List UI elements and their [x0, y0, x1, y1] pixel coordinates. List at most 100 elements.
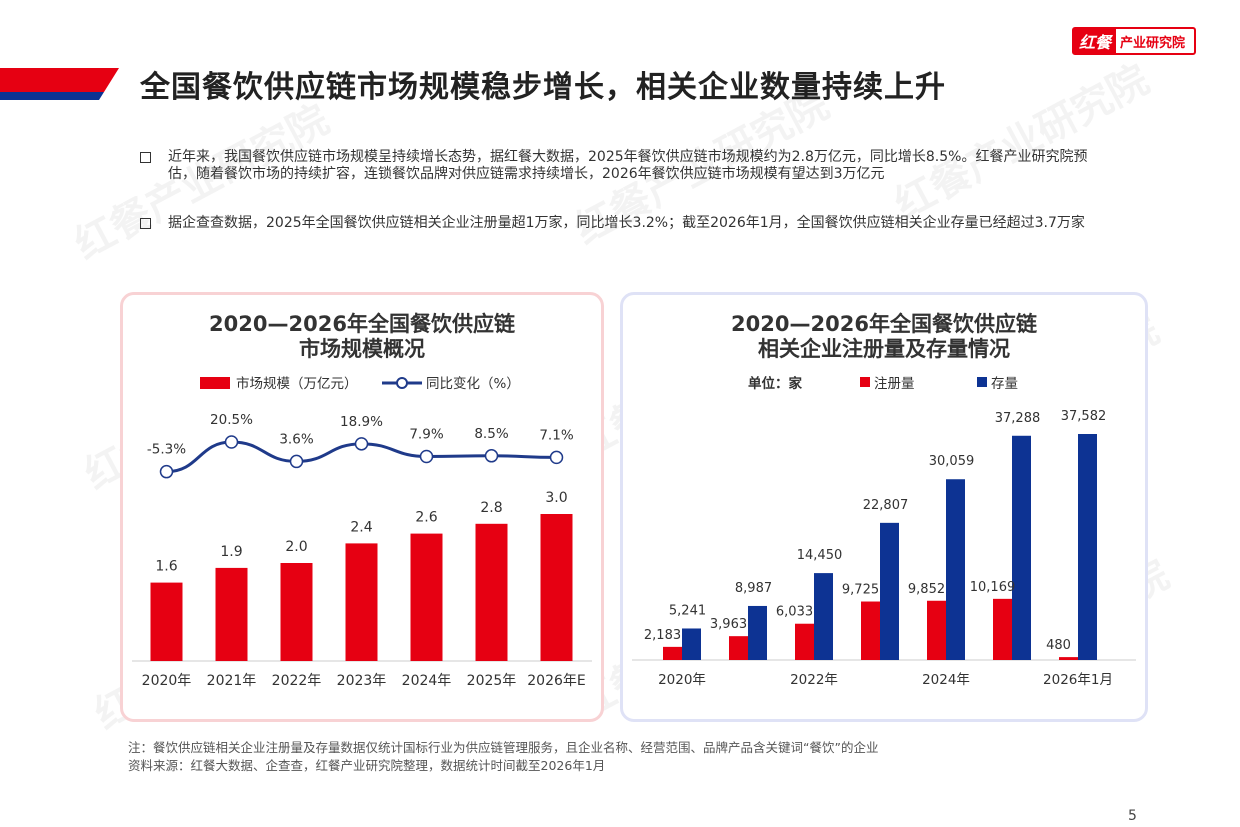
yoy-value-label: 8.5%: [474, 426, 508, 442]
bar-value-label: 2.8: [480, 500, 502, 516]
market-size-bar: [215, 567, 248, 661]
legend-bar-label: 市场规模（万亿元）: [236, 375, 358, 392]
x-tick-label: 2021年: [207, 673, 257, 689]
market-size-bar: [410, 533, 443, 661]
stock-bar: [1078, 434, 1097, 660]
bullet-text: 据企查查数据，2025年全国餐饮供应链相关企业注册量超1万家，同比增长3.2%；…: [168, 215, 1085, 231]
registration-bar: [663, 646, 682, 660]
bullet-2: 据企查查数据，2025年全国餐饮供应链相关企业注册量超1万家，同比增长3.2%；…: [140, 215, 1100, 232]
yoy-marker: [159, 464, 174, 479]
stock-bar: [1012, 435, 1031, 660]
bar-value-label: 2.6: [415, 510, 437, 526]
yoy-marker: [289, 454, 304, 469]
stock-value-label: 37,582: [1061, 409, 1107, 424]
registration-value-label: 10,169: [970, 580, 1016, 595]
yoy-value-label: 18.9%: [340, 414, 383, 430]
x-tick-label: 2020年: [658, 672, 706, 688]
chart-title-line2: 市场规模概况: [299, 337, 425, 361]
x-tick-label: 2025年: [467, 673, 517, 689]
yoy-marker: [419, 449, 434, 464]
stock-bar: [814, 573, 833, 660]
chart-title-line1: 2020—2026年全国餐饮供应链: [731, 312, 1037, 336]
stock-bar: [748, 605, 767, 660]
bullet-text: 近年来，我国餐饮供应链市场规模呈持续增长态势，据红餐大数据，2025年餐饮供应链…: [168, 149, 1088, 182]
registration-value-label: 480: [1046, 638, 1071, 653]
chart-title-line1: 2020—2026年全国餐饮供应链: [209, 312, 515, 336]
legend-stock-swatch: [977, 377, 987, 387]
header-banner-blue: [0, 92, 104, 100]
yoy-marker: [484, 449, 499, 463]
bullet-square-icon: [140, 152, 151, 163]
bar-value-label: 1.6: [155, 559, 177, 575]
registration-bar: [795, 623, 814, 660]
unit-label: 单位：家: [748, 375, 802, 392]
footnote: 注：餐饮供应链相关企业注册量及存量数据仅统计国标行业为供应链管理服务，且企业名称…: [128, 740, 879, 755]
registration-value-label: 9,852: [908, 582, 945, 597]
stock-bar: [682, 628, 701, 660]
logo-text: 产业研究院: [1120, 35, 1186, 51]
yoy-value-label: -5.3%: [147, 442, 186, 458]
x-tick-label: 2026年E: [527, 673, 585, 689]
market-size-chart: 市场规模（万亿元） 同比变化（%） 1.6 2020年 1.9 2021年 2.0 202…: [132, 375, 592, 689]
stock-value-label: 14,450: [797, 548, 843, 563]
yoy-value-label: 20.5%: [210, 412, 253, 428]
market-size-bar: [475, 523, 508, 661]
market-size-bar: [150, 582, 183, 661]
logo-mark: 红餐: [1074, 29, 1117, 53]
market-size-bar: [345, 543, 378, 661]
registration-value-label: 9,725: [842, 583, 879, 598]
legend-line-marker: [396, 377, 408, 389]
x-tick-label: 2022年: [790, 672, 838, 688]
stock-bar: [946, 479, 965, 660]
yoy-value-label: 7.1%: [539, 427, 573, 443]
yoy-value-label: 7.9%: [409, 426, 443, 442]
yoy-value-label: 3.6%: [279, 431, 313, 447]
registration-value-label: 6,033: [776, 605, 813, 620]
market-size-bar: [540, 514, 573, 661]
registration-bar: [1059, 657, 1078, 660]
stock-bar: [880, 522, 899, 660]
registration-bar: [861, 601, 880, 660]
bar-value-label: 2.4: [350, 519, 372, 535]
page-number: 5: [1128, 808, 1137, 824]
bar-value-label: 1.9: [220, 544, 242, 560]
brand-logo: 红餐 产业研究院: [1072, 27, 1196, 55]
stock-value-label: 8,987: [735, 581, 772, 596]
market-size-bar: [280, 563, 313, 661]
registration-value-label: 3,963: [710, 617, 747, 632]
bullet-1: 近年来，我国餐饮供应链市场规模呈持续增长态势，据红餐大数据，2025年餐饮供应链…: [140, 149, 1100, 183]
stock-value-label: 22,807: [863, 498, 909, 513]
enterprise-chart-title: 2020—2026年全国餐饮供应链 相关企业注册量及存量情况: [620, 312, 1148, 362]
legend-stock-label: 存量: [991, 376, 1018, 392]
legend-bar-swatch: [200, 377, 230, 389]
legend-registration-label: 注册量: [874, 376, 915, 392]
x-tick-label: 2024年: [402, 673, 452, 689]
stock-value-label: 37,288: [995, 411, 1041, 426]
x-tick-label: 2020年: [142, 673, 192, 689]
header-banner-red: [0, 68, 119, 92]
registration-value-label: 2,183: [644, 628, 681, 643]
legend-registration-swatch: [860, 377, 870, 387]
yoy-marker: [549, 450, 564, 465]
x-tick-label: 2022年: [272, 673, 322, 689]
yoy-marker: [354, 437, 369, 451]
bar-value-label: 3.0: [545, 490, 567, 506]
chart-title-line2: 相关企业注册量及存量情况: [758, 337, 1010, 361]
stock-value-label: 30,059: [929, 454, 975, 469]
registration-bar: [927, 600, 946, 660]
x-tick-label: 2024年: [922, 672, 970, 688]
source-note: 资料来源：红餐大数据、企查查，红餐产业研究院整理，数据统计时间截至2026年1月: [128, 758, 606, 773]
enterprise-chart: 单位：家 注册量 存量 2,183 5,241 2020年 3,963 8,987 6,0…: [632, 375, 1136, 688]
page-title: 全国餐饮供应链市场规模稳步增长，相关企业数量持续上升: [140, 70, 946, 105]
header-banner: [0, 68, 119, 100]
bar-value-label: 2.0: [285, 539, 307, 555]
stock-value-label: 5,241: [669, 603, 706, 618]
market-size-chart-title: 2020—2026年全国餐饮供应链 市场规模概况: [120, 312, 604, 362]
x-tick-label: 2026年1月: [1043, 672, 1113, 688]
registration-bar: [729, 636, 748, 660]
x-tick-label: 2023年: [337, 673, 387, 689]
registration-bar: [993, 598, 1012, 660]
bullet-square-icon: [140, 218, 151, 229]
yoy-marker: [224, 435, 239, 449]
legend-line-label: 同比变化（%）: [426, 376, 520, 392]
